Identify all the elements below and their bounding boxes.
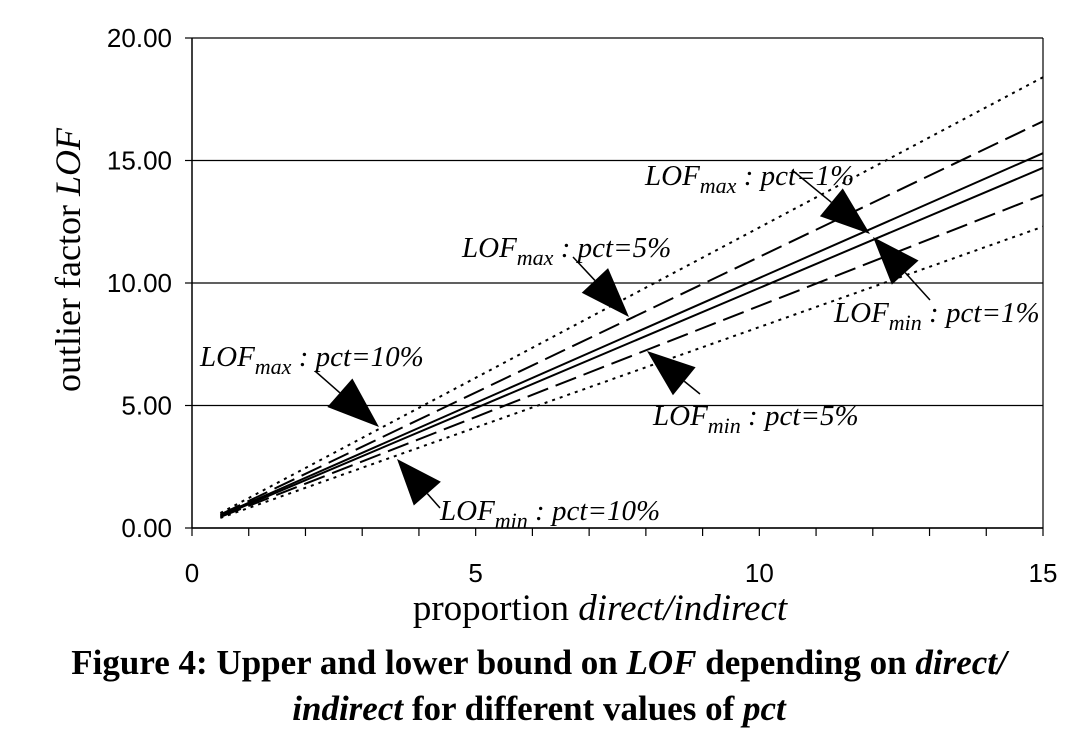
y-tick-label: 5.00: [121, 391, 172, 421]
annotation-main: LOF: [199, 341, 255, 373]
annotation-arrows: [314, 169, 931, 509]
arrow-shaft: [572, 256, 596, 281]
series-annotation: LOFmin : pct=1%: [833, 297, 1040, 335]
y-axis-label-plain: outlier factor: [48, 196, 88, 392]
figure-caption: Figure 4: Upper and lower bound on LOF d…: [0, 640, 1078, 732]
arrow-head: [397, 459, 441, 506]
annotation-main: LOF: [833, 297, 889, 329]
caption-part: Figure 4: Upper and lower bound on: [71, 643, 627, 682]
y-tick-label: 10.00: [107, 268, 172, 298]
annotation-main: LOF: [461, 232, 517, 264]
annotation-main: LOF: [644, 160, 700, 192]
y-tick-label: 0.00: [121, 513, 172, 543]
x-axis-label-plain: proportion: [413, 588, 578, 629]
series-line: [220, 225, 1044, 519]
y-tick-label: 20.00: [107, 23, 172, 53]
caption-italic: LOF: [626, 643, 697, 682]
arrow-shaft: [683, 380, 701, 395]
y-axis-label: outlier factor LOF: [48, 127, 88, 392]
arrow-head: [647, 351, 696, 396]
annotation-subscript: max: [517, 245, 554, 270]
series-annotation: LOFmax : pct=10%: [199, 341, 424, 379]
x-tick-labels: 0 5 10 15: [185, 558, 1058, 588]
series-lines: [219, 76, 1044, 519]
annotation-subscript: min: [889, 310, 922, 335]
series-line: [219, 152, 1044, 517]
y-tick-label: 15.00: [107, 146, 172, 176]
x-axis-label: proportion direct/indirect: [413, 588, 789, 629]
arrow-shaft: [791, 169, 832, 203]
caption-italic: direct/: [915, 643, 1007, 682]
arrow-shaft: [314, 370, 341, 394]
annotation-value: : pct=5%: [741, 400, 859, 432]
annotation-subscript: max: [255, 354, 292, 379]
series-annotation: LOFmin : pct=10%: [439, 495, 660, 533]
arrow-head: [327, 378, 379, 427]
caption-part: for different values of: [403, 689, 743, 728]
x-tick-label: 10: [745, 558, 774, 588]
annotation-subscript: min: [708, 413, 741, 438]
annotation-subscript: min: [495, 508, 528, 533]
series-line: [219, 76, 1044, 514]
x-tick-label: 15: [1029, 558, 1058, 588]
caption-italic: indirect: [292, 689, 404, 728]
series-line: [219, 166, 1044, 518]
annotation-value: : pct=10%: [291, 341, 423, 373]
arrow-shaft: [426, 493, 441, 509]
x-tick-label: 0: [185, 558, 199, 588]
annotation-labels: LOFmax : pct=1%LOFmin : pct=1%LOFmax : p…: [199, 160, 1040, 533]
x-axis-label-italic: direct/indirect: [578, 588, 789, 629]
series-line: [220, 193, 1044, 518]
annotation-subscript: max: [700, 173, 737, 198]
series-annotation: LOFmax : pct=5%: [461, 232, 671, 270]
y-tick-labels: 0.00 5.00 10.00 15.00 20.00: [107, 23, 172, 543]
arrow-shaft: [904, 272, 931, 301]
series-line: [219, 120, 1044, 516]
series-annotation: LOFmax : pct=1%: [644, 160, 854, 198]
caption-part: depending on: [696, 643, 916, 682]
annotation-value: : pct=1%: [736, 160, 854, 192]
caption-italic: pct: [742, 689, 786, 728]
x-tick-label: 5: [468, 558, 482, 588]
annotation-value: : pct=5%: [553, 232, 671, 264]
arrow-head: [873, 237, 919, 285]
series-annotation: LOFmin : pct=5%: [652, 400, 859, 438]
arrow-head: [819, 188, 870, 234]
axes: [185, 37, 1044, 536]
annotation-main: LOF: [652, 400, 708, 432]
annotation-value: : pct=1%: [922, 297, 1040, 329]
annotation-value: : pct=10%: [528, 495, 660, 527]
annotation-main: LOF: [439, 495, 495, 527]
arrow-head: [581, 268, 629, 317]
y-axis-label-italic: LOF: [48, 127, 88, 197]
